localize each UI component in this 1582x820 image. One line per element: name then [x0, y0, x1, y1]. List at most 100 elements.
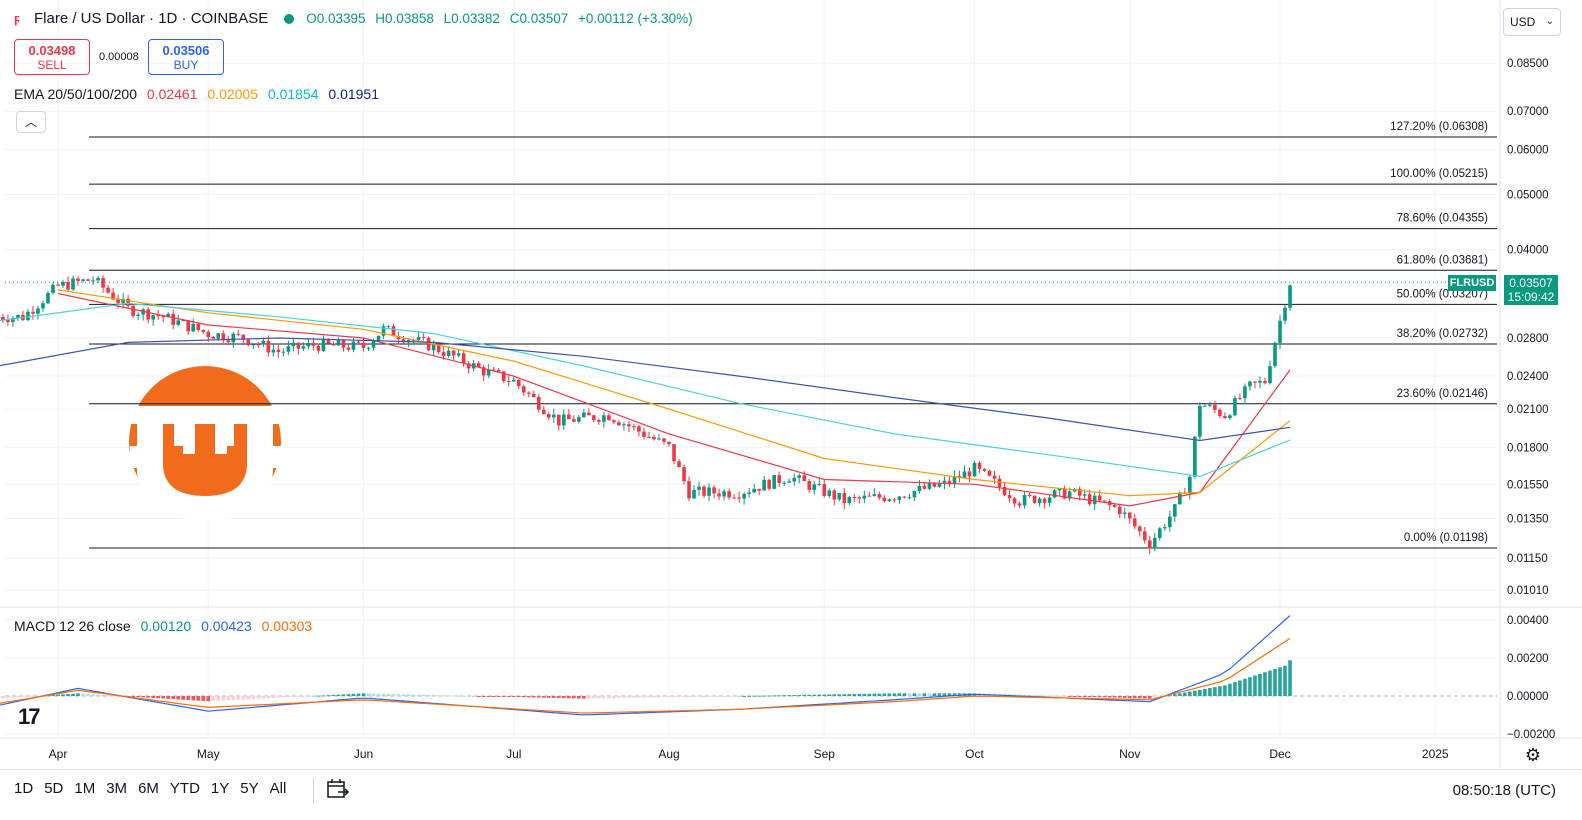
macd-histogram-bar	[316, 695, 321, 697]
macd-histogram-bar	[637, 696, 641, 698]
candle	[972, 461, 977, 477]
candle-body	[391, 326, 396, 337]
range-1m[interactable]: 1M	[74, 780, 96, 797]
macd-histogram-bar	[717, 696, 721, 697]
candle	[1117, 505, 1122, 518]
spread-value: 0.00008	[99, 51, 139, 63]
macd-histogram-bar	[181, 696, 186, 700]
candle-body	[737, 497, 741, 499]
candle-body	[1168, 516, 1172, 528]
candle-body	[1243, 386, 1247, 399]
macd-histogram-bar	[1218, 686, 1222, 696]
candle-body	[121, 298, 125, 304]
candle-body	[757, 488, 761, 491]
range-3m[interactable]: 3M	[106, 780, 128, 797]
macd-histogram-bar	[156, 696, 160, 699]
candle	[717, 488, 721, 501]
candle	[737, 491, 741, 503]
macd-histogram-bar	[1072, 696, 1077, 697]
candle-body	[672, 444, 676, 462]
range-1y[interactable]: 1Y	[210, 780, 230, 797]
macd-histogram-bar	[321, 695, 326, 697]
candle	[321, 335, 326, 352]
sell-button[interactable]: 0.03498 SELL	[14, 39, 90, 75]
candle	[76, 276, 80, 286]
candle	[592, 414, 596, 423]
fib-level-label: 0.00% (0.01198)	[1404, 532, 1488, 544]
candle-body	[386, 326, 391, 328]
macd-histogram-bar	[421, 694, 426, 696]
macd-histogram-bar	[677, 696, 681, 698]
candle-body	[932, 482, 937, 487]
candle	[41, 300, 45, 312]
clock-display[interactable]: 08:50:18 (UTC)	[1452, 782, 1556, 799]
macd-histogram-bar	[742, 695, 746, 697]
symbol-title[interactable]: Flare / US Dollar · 1D · COINBASE	[34, 10, 269, 27]
date-range-calendar-icon[interactable]	[326, 778, 350, 800]
candle-body	[186, 320, 191, 332]
macd-histogram-bar	[862, 693, 867, 696]
range-6m[interactable]: 6M	[138, 780, 159, 797]
ema-200-value: 0.01951	[328, 86, 379, 102]
candle-body	[416, 336, 421, 340]
currency-select[interactable]: USD ⌄	[1503, 8, 1561, 36]
macd-histogram-bar	[687, 696, 691, 697]
candle-body	[1132, 518, 1137, 527]
macd-histogram-bar	[892, 693, 897, 696]
macd-histogram-bar	[31, 696, 35, 697]
candle-body	[81, 279, 85, 281]
candle-body	[547, 414, 551, 418]
macd-histogram-bar	[1278, 667, 1282, 696]
candle	[291, 338, 296, 352]
collapse-legend-button[interactable]: ︿	[16, 111, 46, 133]
tradingview-logo[interactable]: 17	[18, 704, 41, 729]
candle	[1012, 496, 1017, 508]
macd-histogram-bar	[707, 696, 711, 697]
candle-body	[516, 379, 521, 387]
candle-body	[1062, 488, 1067, 499]
candle-body	[476, 363, 481, 368]
candle	[526, 391, 531, 398]
settings-gear-icon[interactable]: ⚙	[1524, 745, 1542, 765]
macd-histogram-bar	[787, 695, 791, 697]
macd-histogram-bar	[762, 695, 766, 697]
last-price: 0.03507	[1509, 276, 1553, 290]
range-ytd[interactable]: YTD	[169, 780, 200, 797]
candle-body	[56, 284, 60, 286]
candle-body	[817, 483, 822, 485]
macd-histogram-bar	[241, 696, 246, 700]
candle	[1002, 482, 1007, 497]
macd-histogram-bar	[521, 696, 526, 698]
range-all[interactable]: All	[269, 780, 287, 797]
range-5d[interactable]: 5D	[44, 780, 64, 797]
buy-button[interactable]: 0.03506 BUY	[148, 39, 224, 75]
candle-body	[156, 315, 160, 317]
range-5y[interactable]: 5Y	[240, 780, 259, 797]
macd-legend[interactable]: MACD 12 26 close 0.00120 0.00423 0.00303	[14, 618, 318, 634]
candle	[286, 340, 291, 356]
macd-histogram-bar	[171, 696, 175, 700]
candle	[1137, 525, 1142, 537]
ema-legend[interactable]: EMA 20/50/100/200 0.02461 0.02005 0.0185…	[14, 86, 385, 102]
range-1d[interactable]: 1D	[14, 780, 34, 797]
price-axis-label: 0.02100	[1507, 404, 1549, 416]
macd-histogram-bar	[587, 696, 591, 699]
candle-body	[421, 336, 426, 338]
candle	[837, 493, 842, 502]
candle	[962, 465, 967, 478]
macd-histogram-bar	[1082, 696, 1087, 697]
candle-body	[1268, 366, 1272, 384]
macd-histogram-bar	[922, 693, 927, 696]
candle	[1127, 511, 1132, 524]
candle	[136, 312, 140, 321]
macd-histogram-bar	[1027, 695, 1032, 697]
time-axis-label: Sep	[814, 747, 836, 761]
candle-body	[26, 311, 30, 321]
candle-body	[937, 483, 942, 487]
macd-histogram-bar	[822, 694, 827, 696]
candle-body	[747, 492, 751, 494]
macd-axis-label: 0.00200	[1507, 653, 1549, 665]
candle	[146, 307, 150, 324]
macd-histogram-bar	[737, 696, 741, 697]
